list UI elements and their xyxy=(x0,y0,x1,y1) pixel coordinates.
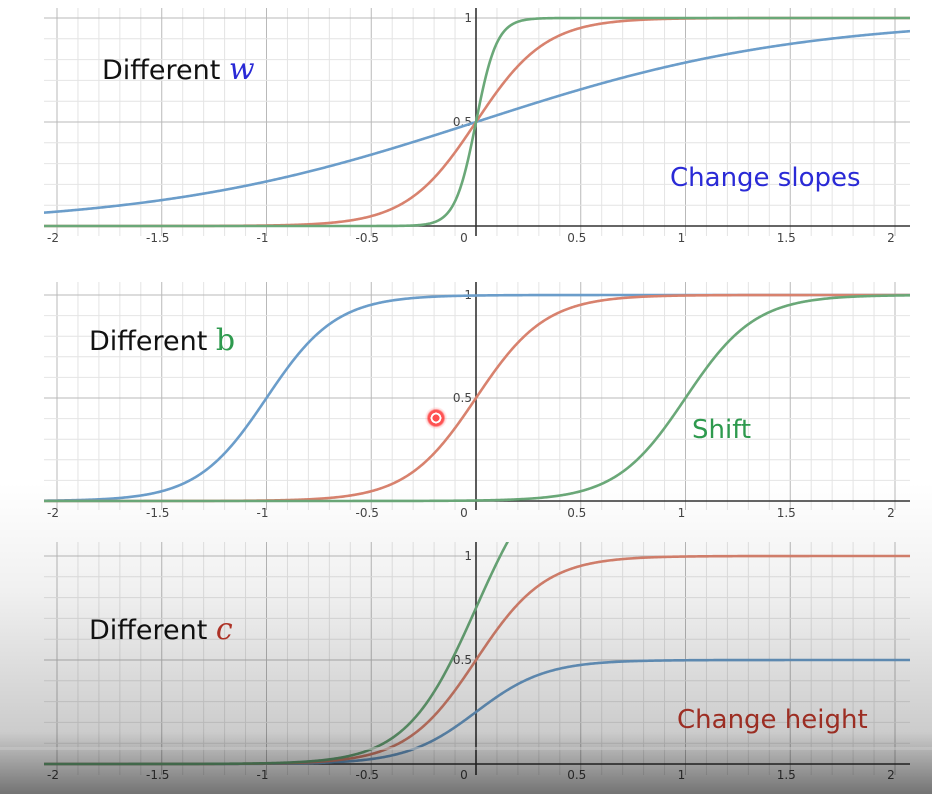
x-tick-label: 1.5 xyxy=(777,231,796,245)
x-tick-label: 0 xyxy=(460,768,468,782)
x-tick-label: -2 xyxy=(47,231,59,245)
x-tick-label: 0.5 xyxy=(567,231,586,245)
x-tick-label: -1.5 xyxy=(146,506,169,520)
y-tick-label: 1 xyxy=(464,11,472,25)
x-tick-label: 2 xyxy=(887,231,895,245)
panel-c-title-text: Different xyxy=(89,615,216,646)
x-tick-label: 1 xyxy=(678,768,686,782)
x-tick-label: 2 xyxy=(887,506,895,520)
x-tick-label: 1 xyxy=(678,506,686,520)
x-tick-label: -0.5 xyxy=(356,231,379,245)
x-tick-label: 0 xyxy=(460,506,468,520)
panel-c-title: Different c xyxy=(89,612,233,647)
x-tick-label: 1.5 xyxy=(777,768,796,782)
x-tick-label: -2 xyxy=(47,768,59,782)
x-tick-label: -1 xyxy=(257,231,269,245)
panel-b-variable: b xyxy=(216,323,235,358)
chart-panel-2: -2 -1.5 -1 -0.5 0 0.5 1 1.5 20.51 xyxy=(44,282,910,520)
panel-b-annotation: Shift xyxy=(692,415,751,445)
chart-panel-1: -2 -1.5 -1 -0.5 0 0.5 1 1.5 20.51 xyxy=(44,8,910,245)
x-tick-label: -1 xyxy=(257,768,269,782)
x-tick-label: 0.5 xyxy=(567,768,586,782)
x-tick-label: 1 xyxy=(678,231,686,245)
x-tick-label: 0.5 xyxy=(567,506,586,520)
panel-w-variable: w xyxy=(229,52,255,87)
y-tick-label: 1 xyxy=(464,549,472,563)
x-tick-label: 1.5 xyxy=(777,506,796,520)
y-tick-label: 0.5 xyxy=(453,653,472,667)
panel-w-annotation: Change slopes xyxy=(670,163,861,193)
panel-b-title: Different b xyxy=(89,323,235,358)
x-tick-label: -2 xyxy=(47,506,59,520)
x-tick-label: -0.5 xyxy=(356,768,379,782)
x-tick-label: -1.5 xyxy=(146,768,169,782)
panel-c-variable: c xyxy=(216,612,233,647)
cursor-pointer xyxy=(425,407,447,429)
x-tick-label: 2 xyxy=(887,768,895,782)
x-tick-label: -0.5 xyxy=(356,506,379,520)
panel-w-title: Different w xyxy=(102,52,255,87)
y-tick-label: 0.5 xyxy=(453,391,472,405)
x-tick-label: -1.5 xyxy=(146,231,169,245)
panel-w-title-text: Different xyxy=(102,55,229,86)
panel-b-title-text: Different xyxy=(89,326,216,357)
video-progress-bar[interactable] xyxy=(0,747,932,750)
x-tick-label: 0 xyxy=(460,231,468,245)
panel-c-annotation: Change height xyxy=(677,705,868,735)
x-tick-label: -1 xyxy=(257,506,269,520)
